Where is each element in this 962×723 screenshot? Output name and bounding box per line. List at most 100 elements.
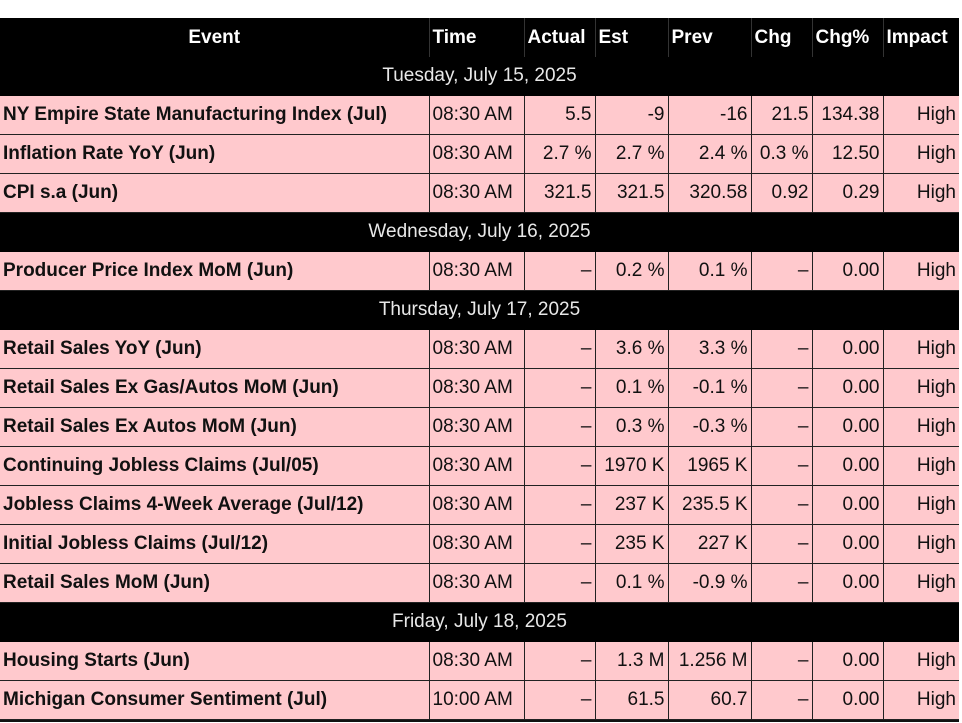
- calendar-table: Event Time Actual Est Prev Chg Chg% Impa…: [0, 18, 959, 720]
- chg-pct-cell: 0.00: [811, 251, 883, 291]
- table-row[interactable]: Inflation Rate YoY (Jun) 08:30 AM 2.7 % 2.7…: [0, 134, 959, 174]
- est-cell: 0.3 %: [594, 407, 668, 447]
- est-cell: 0.2 %: [594, 251, 668, 291]
- actual-cell: 321.5: [523, 173, 595, 213]
- day-header-row: Friday, July 18, 2025: [0, 602, 959, 642]
- prev-cell: -0.3 %: [667, 407, 751, 447]
- chg-cell: –: [750, 251, 812, 291]
- event-name-cell: Initial Jobless Claims (Jul/12): [0, 524, 429, 564]
- chg-cell: –: [750, 641, 812, 681]
- event-name-cell: NY Empire State Manufacturing Index (Jul…: [0, 95, 429, 135]
- prev-cell: 227 K: [667, 524, 751, 564]
- impact-cell: High: [882, 563, 959, 603]
- column-header-est[interactable]: Est: [594, 18, 668, 57]
- event-name-cell: Housing Starts (Jun): [0, 641, 429, 681]
- event-name-cell: Continuing Jobless Claims (Jul/05): [0, 446, 429, 486]
- chg-pct-cell: 0.29: [811, 173, 883, 213]
- table-row[interactable]: Housing Starts (Jun) 08:30 AM –1.3 M 1.256 …: [0, 641, 959, 681]
- chg-cell: 0.92: [750, 173, 812, 213]
- day-label: Thursday, July 17, 2025: [0, 290, 959, 330]
- table-row[interactable]: Initial Jobless Claims (Jul/12) 08:30 AM –…: [0, 524, 959, 564]
- column-header-event[interactable]: Event: [0, 18, 429, 57]
- chg-cell: –: [750, 680, 812, 720]
- impact-cell: High: [882, 95, 959, 135]
- event-name-cell: Jobless Claims 4-Week Average (Jul/12): [0, 485, 429, 525]
- table-row[interactable]: CPI s.a (Jun) 08:30 AM 321.5 321.5 320.58 0.9…: [0, 173, 959, 213]
- chg-pct-cell: 134.38: [811, 95, 883, 135]
- table-row[interactable]: Retail Sales YoY (Jun) 08:30 AM –3.6 % 3.3 …: [0, 329, 959, 369]
- actual-cell: 5.5: [523, 95, 595, 135]
- event-name-cell: Retail Sales YoY (Jun): [0, 329, 429, 369]
- prev-cell: 235.5 K: [667, 485, 751, 525]
- time-cell: 08:30 AM: [428, 251, 524, 291]
- chg-pct-cell: 12.50: [811, 134, 883, 174]
- est-cell: 1.3 M: [594, 641, 668, 681]
- day-header-row: Wednesday, July 16, 2025: [0, 212, 959, 252]
- column-header-impact[interactable]: Impact: [882, 18, 959, 57]
- impact-cell: High: [882, 134, 959, 174]
- table-row[interactable]: Retail Sales Ex Gas/Autos MoM (Jun) 08:30…: [0, 368, 959, 408]
- chg-pct-cell: 0.00: [811, 329, 883, 369]
- est-cell: 2.7 %: [594, 134, 668, 174]
- actual-cell: –: [523, 251, 595, 291]
- calendar-body: Tuesday, July 15, 2025 NY Empire State Ma…: [0, 57, 959, 720]
- economic-calendar: Event Time Actual Est Prev Chg Chg% Impa…: [0, 18, 959, 722]
- est-cell: 235 K: [594, 524, 668, 564]
- chg-pct-cell: 0.00: [811, 524, 883, 564]
- column-header-chg-pct[interactable]: Chg%: [811, 18, 883, 57]
- est-cell: 321.5: [594, 173, 668, 213]
- event-name-cell: Inflation Rate YoY (Jun): [0, 134, 429, 174]
- prev-cell: 2.4 %: [667, 134, 751, 174]
- actual-cell: 2.7 %: [523, 134, 595, 174]
- table-row[interactable]: Retail Sales Ex Autos MoM (Jun) 08:30 AM –…: [0, 407, 959, 447]
- impact-cell: High: [882, 251, 959, 291]
- table-row[interactable]: Continuing Jobless Claims (Jul/05) 08:30 …: [0, 446, 959, 486]
- impact-cell: High: [882, 524, 959, 564]
- header-row: Event Time Actual Est Prev Chg Chg% Impa…: [0, 18, 959, 57]
- day-label: Tuesday, July 15, 2025: [0, 57, 959, 96]
- impact-cell: High: [882, 173, 959, 213]
- actual-cell: –: [523, 563, 595, 603]
- event-name-cell: Michigan Consumer Sentiment (Jul): [0, 680, 429, 720]
- time-cell: 08:30 AM: [428, 173, 524, 213]
- chg-pct-cell: 0.00: [811, 563, 883, 603]
- chg-pct-cell: 0.00: [811, 641, 883, 681]
- event-name-cell: Producer Price Index MoM (Jun): [0, 251, 429, 291]
- est-cell: 3.6 %: [594, 329, 668, 369]
- chg-pct-cell: 0.00: [811, 368, 883, 408]
- column-header-time[interactable]: Time: [428, 18, 524, 57]
- table-row[interactable]: Retail Sales MoM (Jun) 08:30 AM –0.1 % -0.9…: [0, 563, 959, 603]
- impact-cell: High: [882, 641, 959, 681]
- prev-cell: 0.1 %: [667, 251, 751, 291]
- time-cell: 08:30 AM: [428, 524, 524, 564]
- chg-pct-cell: 0.00: [811, 485, 883, 525]
- time-cell: 10:00 AM: [428, 680, 524, 720]
- chg-pct-cell: 0.00: [811, 407, 883, 447]
- day-label: Friday, July 18, 2025: [0, 602, 959, 642]
- table-row[interactable]: NY Empire State Manufacturing Index (Jul…: [0, 95, 959, 135]
- impact-cell: High: [882, 407, 959, 447]
- column-header-actual[interactable]: Actual: [523, 18, 595, 57]
- prev-cell: -0.1 %: [667, 368, 751, 408]
- chg-cell: –: [750, 329, 812, 369]
- prev-cell: 1.256 M: [667, 641, 751, 681]
- impact-cell: High: [882, 329, 959, 369]
- day-header-row: Thursday, July 17, 2025: [0, 290, 959, 330]
- prev-cell: -0.9 %: [667, 563, 751, 603]
- chg-cell: –: [750, 524, 812, 564]
- table-row[interactable]: Jobless Claims 4-Week Average (Jul/12) 08…: [0, 485, 959, 525]
- column-header-prev[interactable]: Prev: [667, 18, 751, 57]
- actual-cell: –: [523, 368, 595, 408]
- actual-cell: –: [523, 329, 595, 369]
- est-cell: 0.1 %: [594, 563, 668, 603]
- est-cell: 61.5: [594, 680, 668, 720]
- column-header-chg[interactable]: Chg: [750, 18, 812, 57]
- actual-cell: –: [523, 446, 595, 486]
- chg-cell: –: [750, 485, 812, 525]
- table-row[interactable]: Michigan Consumer Sentiment (Jul) 10:00 A…: [0, 680, 959, 720]
- prev-cell: 1965 K: [667, 446, 751, 486]
- day-label: Wednesday, July 16, 2025: [0, 212, 959, 252]
- table-row[interactable]: Producer Price Index MoM (Jun) 08:30 AM –0…: [0, 251, 959, 291]
- event-name-cell: Retail Sales Ex Autos MoM (Jun): [0, 407, 429, 447]
- time-cell: 08:30 AM: [428, 134, 524, 174]
